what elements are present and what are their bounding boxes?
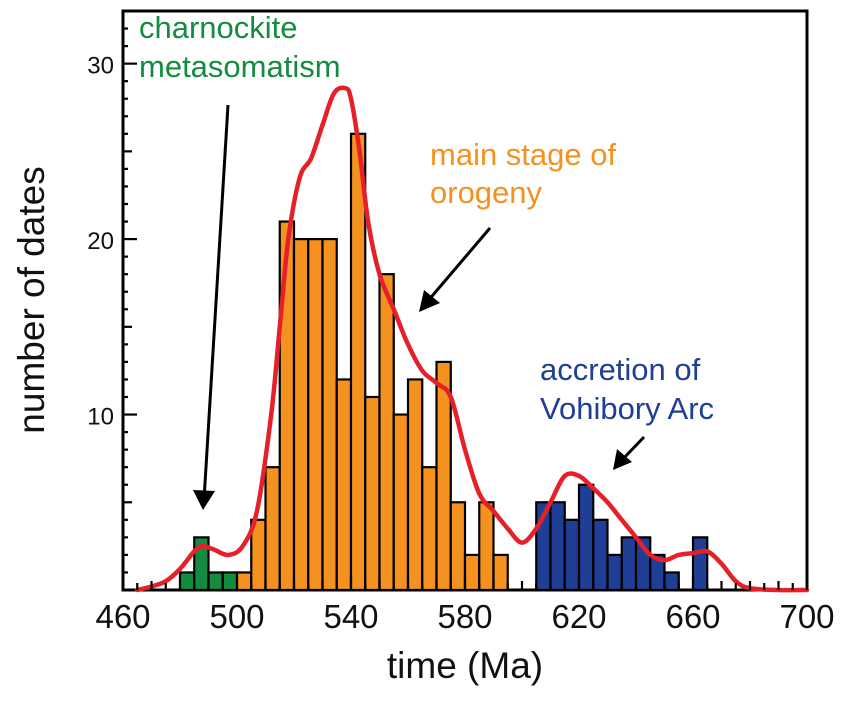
x-tick-label: 700 <box>779 598 834 635</box>
histogram-bar <box>435 360 452 592</box>
annotation-charnockite-arrowhead <box>193 490 215 510</box>
histogram-bar <box>364 395 381 592</box>
histogram-bar <box>549 501 566 592</box>
annotation-charnockite: charnockite metasomatism <box>139 10 341 510</box>
histogram-bar <box>235 571 253 592</box>
histogram-bar <box>321 237 338 592</box>
histogram-bar <box>278 220 296 592</box>
x-tick-label: 580 <box>437 598 492 635</box>
y-tick-label: 20 <box>87 228 114 255</box>
histogram-bar <box>663 571 680 592</box>
x-tick-label: 660 <box>665 598 720 635</box>
histogram-bar <box>378 273 395 592</box>
annotation-charnockite-arrow <box>202 104 230 501</box>
histogram-bar <box>221 571 239 592</box>
x-tick-label: 460 <box>95 598 150 635</box>
histogram-bar <box>691 536 709 592</box>
annotation-vohibory: accretion of Vohibory Arc <box>540 352 714 470</box>
histogram-bar <box>207 571 224 592</box>
annotation-vohibory-arrow <box>620 435 646 462</box>
x-tick-label: 540 <box>323 598 378 635</box>
annotation-orogeny-line1: main stage of <box>430 137 616 172</box>
y-axis-title: number of dates <box>11 166 52 433</box>
x-tick-label: 500 <box>209 598 264 635</box>
histogram-bar <box>421 466 438 592</box>
histogram-bar <box>392 413 410 592</box>
axis-tick-labels: 460 500 540 580 620 660 700 10 20 30 <box>87 53 834 635</box>
histogram-bar <box>577 483 595 592</box>
histogram-bar <box>406 378 424 592</box>
annotation-vohibory-line2: Vohibory Arc <box>540 391 714 426</box>
histogram-bar <box>563 518 581 592</box>
annotation-orogeny-arrow <box>425 227 492 303</box>
histogram-bar <box>264 466 281 592</box>
histogram-bar <box>592 518 609 592</box>
y-tick-label: 30 <box>87 53 114 80</box>
y-tick-label: 10 <box>87 404 114 431</box>
annotation-vohibory-line1: accretion of <box>540 352 701 387</box>
histogram-bar <box>335 378 353 592</box>
annotation-charnockite-line2: metasomatism <box>139 49 341 84</box>
x-axis-title: time (Ma) <box>387 645 543 686</box>
axis-ticks <box>121 9 809 592</box>
annotation-orogeny: main stage of orogeny <box>419 137 616 312</box>
histogram-bar <box>349 132 367 592</box>
histogram-bar <box>307 237 324 592</box>
x-tick-label: 620 <box>551 598 606 635</box>
histogram-bar <box>606 553 623 592</box>
annotation-vohibory-arrowhead <box>613 449 632 470</box>
histogram-bar <box>492 553 509 592</box>
histogram-bar <box>463 553 481 592</box>
annotation-orogeny-line2: orogeny <box>430 175 543 210</box>
histogram-bar <box>449 501 467 592</box>
histogram-bar <box>478 501 495 592</box>
density-curve <box>135 85 810 593</box>
histogram-bar <box>292 237 310 592</box>
histogram-bar <box>620 536 638 592</box>
annotation-charnockite-line1: charnockite <box>139 10 298 45</box>
histogram-bars <box>178 132 709 592</box>
histogram-bar <box>178 571 196 592</box>
annotation-orogeny-arrowhead <box>419 290 440 312</box>
